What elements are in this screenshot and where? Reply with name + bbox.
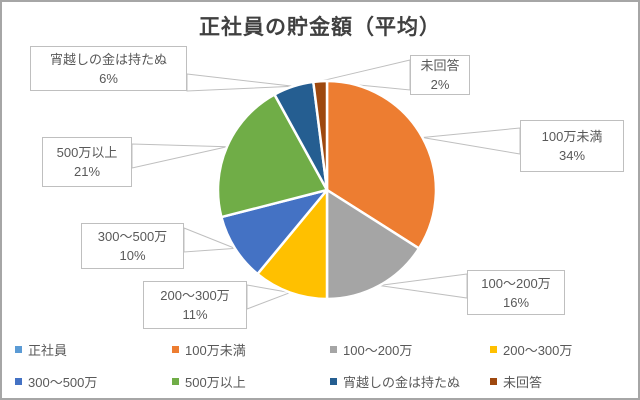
leader-line <box>131 143 228 169</box>
legend-label: 500万以上 <box>185 375 246 390</box>
callout-label-300-500man: 300〜500万 10% <box>81 223 184 269</box>
chart-title: 正社員の貯金額（平均） <box>199 16 441 39</box>
legend-label: 未回答 <box>503 375 543 390</box>
callout-percent: 34% <box>558 148 586 163</box>
legend-item-seishain: 正社員 <box>15 342 172 358</box>
pie-slice-7 <box>312 79 329 192</box>
callout-category: 200〜300万 <box>160 288 230 303</box>
legend-swatch <box>15 346 22 353</box>
pie-slice-2 <box>325 188 421 301</box>
callout-percent: 6% <box>99 70 118 86</box>
legend-item-mikaito: 未回答 <box>490 374 631 390</box>
pie-slice-3 <box>256 188 329 301</box>
callout-percent: 10% <box>119 248 146 263</box>
pie-slice-5 <box>216 93 329 219</box>
legend-item-100man-miman: 100万未満 <box>172 342 330 358</box>
callout-percent: 21% <box>73 164 101 179</box>
legend-label: 200〜300万 <box>503 343 573 358</box>
legend-item-yoigoshi: 宵越しの金は持たぬ <box>330 374 490 390</box>
leader-line <box>422 127 521 155</box>
legend-swatch <box>172 378 179 385</box>
callout-category: 100万未満 <box>541 129 603 144</box>
callout-label-500man-ijo: 500万以上 21% <box>42 137 132 187</box>
leader-line <box>183 227 236 253</box>
legend-swatch <box>330 346 337 353</box>
legend-label: 100〜200万 <box>343 343 413 358</box>
leader-line <box>246 284 292 310</box>
callout-label-200-300man: 200〜300万 11% <box>143 281 247 329</box>
legend-label: 300〜500万 <box>28 375 98 390</box>
callout-category: 100〜200万 <box>481 275 551 291</box>
legend-item-200-300man: 200〜300万 <box>490 342 631 358</box>
callout-label-100-200man: 100〜200万 16% <box>467 270 565 315</box>
callout-label-mikaito: 未回答 2% <box>410 55 470 95</box>
callout-percent: 2% <box>430 77 450 92</box>
legend-label: 正社員 <box>28 343 68 358</box>
legend-swatch <box>172 346 179 353</box>
legend-item-100-200man: 100〜200万 <box>330 342 490 358</box>
legend-label: 100万未満 <box>185 343 246 358</box>
callout-category: 宵越しの金は持たぬ <box>49 51 167 67</box>
callout-category: 300〜500万 <box>97 229 168 244</box>
callout-label-yoigoshi: 宵越しの金は持たぬ 6% <box>30 46 187 91</box>
callout-percent: 11% <box>182 307 208 322</box>
chart-legend: 正社員 100万未満 100〜200万 200〜300万 300〜500万 50… <box>15 342 631 390</box>
legend-label: 宵越しの金は持たぬ <box>343 375 461 390</box>
callout-label-100man-miman: 100万未満 34% <box>520 120 624 172</box>
legend-item-500man-ijo: 500万以上 <box>172 374 330 390</box>
legend-swatch <box>490 378 497 385</box>
callout-category: 未回答 <box>420 58 460 73</box>
legend-swatch <box>15 378 22 385</box>
legend-swatch <box>330 378 337 385</box>
legend-item-300-500man: 300〜500万 <box>15 374 172 390</box>
callout-category: 500万以上 <box>56 145 118 160</box>
callout-percent: 16% <box>502 294 530 310</box>
legend-swatch <box>490 346 497 353</box>
leader-line <box>186 73 294 92</box>
